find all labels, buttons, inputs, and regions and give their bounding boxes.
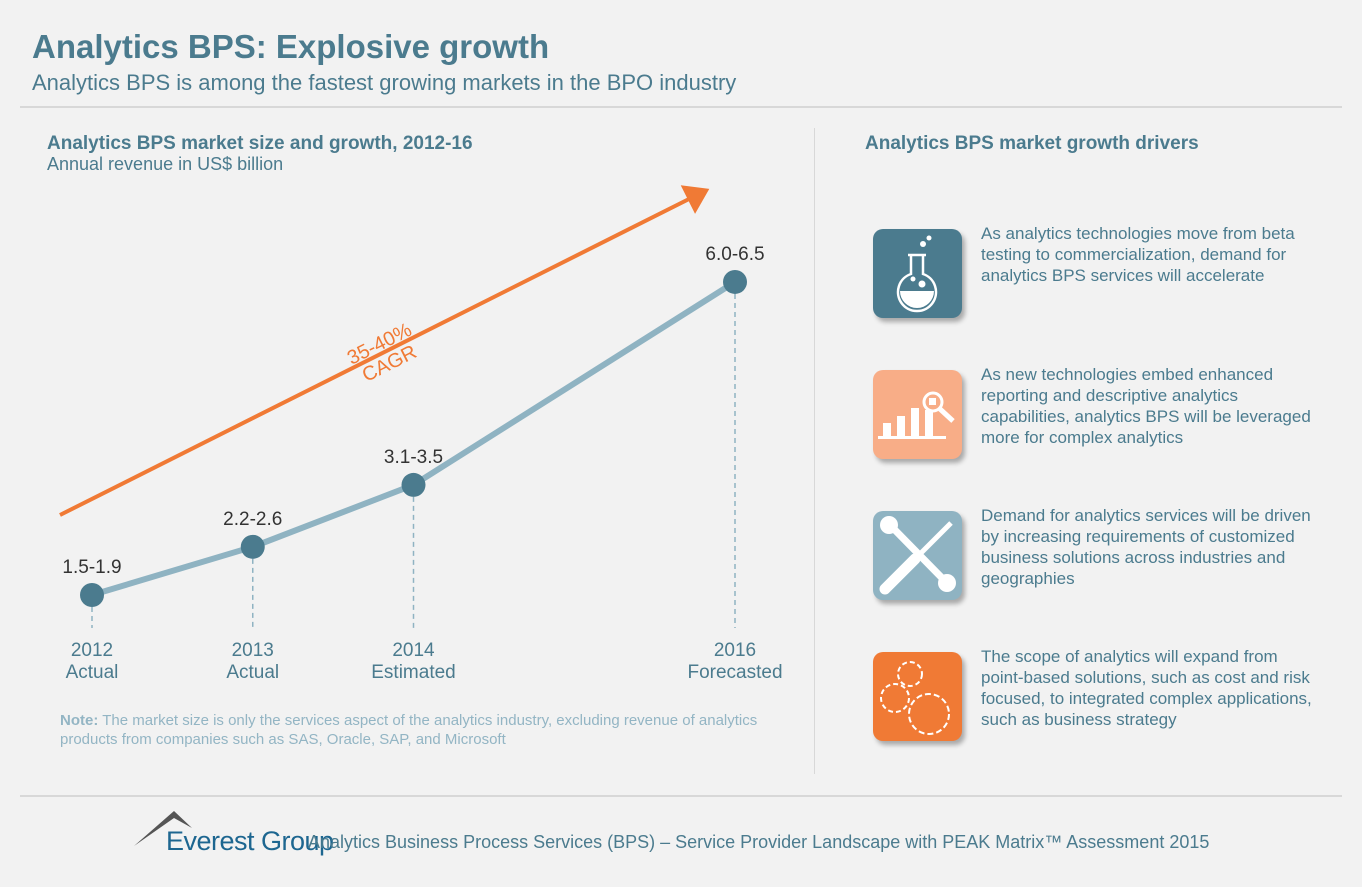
drivers-title: Analytics BPS market growth drivers <box>865 133 1199 154</box>
chart-title: Analytics BPS market size and growth, 20… <box>47 133 473 154</box>
data-label: 1.5-1.9 <box>62 557 121 578</box>
data-label: 3.1-3.5 <box>384 447 443 468</box>
data-point <box>240 534 265 559</box>
divider <box>20 795 1342 797</box>
cagr-arrow <box>59 185 710 517</box>
data-point <box>401 472 426 497</box>
driver-item: Demand for analytics services will be dr… <box>873 506 1313 601</box>
page-subtitle: Analytics BPS is among the fastest growi… <box>32 70 737 95</box>
driver-item: As analytics technologies move from beta… <box>873 224 1313 319</box>
x-tick-sublabel: Estimated <box>371 662 455 683</box>
driver-text: As analytics technologies move from beta… <box>981 224 1295 285</box>
x-tick-label: 2016 <box>714 640 756 661</box>
x-tick-sublabel: Actual <box>226 662 279 683</box>
series-line <box>91 279 737 598</box>
x-tick-sublabel: Forecasted <box>687 662 782 683</box>
driver-item: As new technologies embed enhanced repor… <box>873 365 1313 460</box>
x-tick-label: 2012 <box>71 640 113 661</box>
data-label: 6.0-6.5 <box>705 244 764 265</box>
driver-text: As new technologies embed enhanced repor… <box>981 365 1311 447</box>
chart-note: Note: The market size is only the servic… <box>60 711 760 749</box>
data-point <box>723 269 747 294</box>
everest-logo-mark <box>134 811 192 846</box>
note-text: The market size is only the services asp… <box>60 712 758 748</box>
divider <box>20 106 1342 108</box>
x-tick-label: 2013 <box>232 640 274 661</box>
chart: 35-40% CAGR 1.5-1.92012Actual2.2-2.62013… <box>59 185 783 683</box>
note-label: Note: <box>60 712 99 729</box>
chart-subtitle: Annual revenue in US$ billion <box>47 154 284 174</box>
flask-icon <box>873 229 962 318</box>
divider <box>814 128 815 774</box>
page-title: Analytics BPS: Explosive growth <box>32 28 550 65</box>
x-tick-label: 2014 <box>392 640 435 661</box>
data-point <box>80 583 104 607</box>
driver-item: The scope of analytics will expand from … <box>873 647 1313 742</box>
wrench-screwdriver-icon <box>873 511 962 600</box>
driver-text: Demand for analytics services will be dr… <box>981 506 1311 588</box>
bar-chart-magnifier-icon <box>873 370 962 459</box>
gears-icon <box>873 652 962 741</box>
driver-text: The scope of analytics will expand from … <box>981 647 1312 729</box>
data-label: 2.2-2.6 <box>223 509 282 530</box>
x-tick-sublabel: Actual <box>66 662 119 683</box>
footer-text: Analytics Business Process Services (BPS… <box>308 832 1210 852</box>
everest-group-logo: Everest Group <box>166 826 334 856</box>
